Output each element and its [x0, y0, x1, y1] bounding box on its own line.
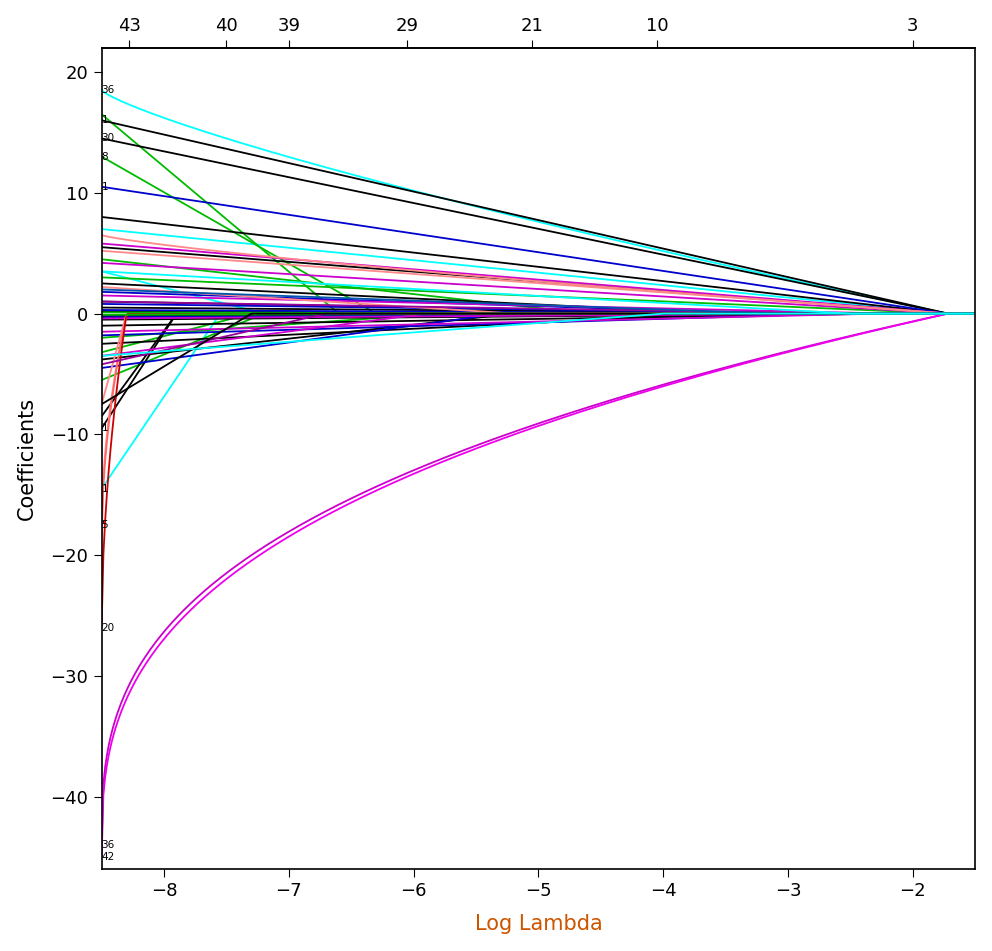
Y-axis label: Coefficients: Coefficients	[17, 397, 37, 520]
Text: 8: 8	[101, 151, 108, 162]
X-axis label: Log Lambda: Log Lambda	[474, 914, 602, 934]
Text: 36: 36	[101, 840, 115, 850]
Text: 30: 30	[101, 133, 115, 144]
Text: 1: 1	[101, 484, 108, 494]
Text: 5: 5	[101, 520, 108, 530]
Text: 1: 1	[101, 423, 108, 434]
Text: 20: 20	[101, 623, 115, 632]
Text: 42: 42	[101, 852, 115, 863]
Text: 36: 36	[101, 86, 115, 95]
Text: 1: 1	[101, 115, 108, 126]
Text: 1: 1	[101, 182, 108, 192]
